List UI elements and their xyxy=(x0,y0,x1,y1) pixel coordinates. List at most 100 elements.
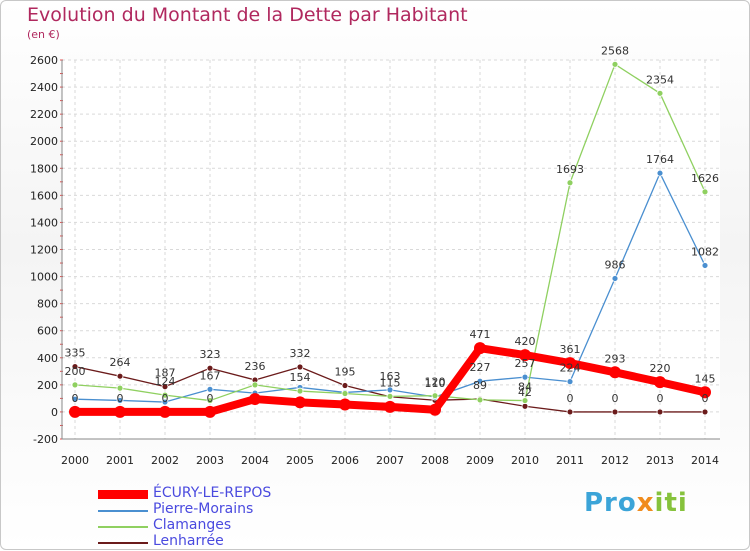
data-label-pierre-morains: 224 xyxy=(560,362,581,375)
data-point-clamanges xyxy=(341,390,349,397)
data-point-clamanges xyxy=(656,89,664,97)
data-point-pierre-morains xyxy=(566,378,574,386)
y-tick-label: 1600 xyxy=(30,189,58,202)
x-tick-label: 2010 xyxy=(511,454,539,467)
data-label-ecury-le-repos: 293 xyxy=(605,352,626,365)
data-label-pierre-morains: 257 xyxy=(515,357,536,370)
y-tick-label: 0 xyxy=(51,406,58,419)
x-tick-label: 2008 xyxy=(421,454,449,467)
data-label-pierre-morains: 1764 xyxy=(646,153,674,166)
data-label-ecury-le-repos: 145 xyxy=(695,372,716,385)
data-point-ecury-le-repos xyxy=(339,398,351,411)
data-label-lenharree: 236 xyxy=(245,360,266,373)
data-point-pierre-morains xyxy=(521,373,529,381)
x-tick-label: 2004 xyxy=(241,454,269,467)
y-tick-label: 2200 xyxy=(30,108,58,121)
y-tick-label: 1200 xyxy=(30,244,58,257)
data-label-ecury-le-repos: 0 xyxy=(207,392,214,405)
data-label-lenharree: 187 xyxy=(155,367,176,380)
data-label-pierre-morains: 167 xyxy=(200,369,221,382)
y-tick-label: 2600 xyxy=(30,54,58,67)
x-tick-label: 2003 xyxy=(196,454,224,467)
data-point-ecury-le-repos xyxy=(384,400,396,413)
y-tick-label: 200 xyxy=(37,379,58,392)
data-label-clamanges: 2354 xyxy=(646,73,674,86)
data-label-clamanges: 84 xyxy=(518,381,532,394)
data-point-ecury-le-repos xyxy=(69,405,81,418)
data-label-ecury-le-repos: 0 xyxy=(117,392,124,405)
data-label-ecury-le-repos: 0 xyxy=(162,392,169,405)
data-point-clamanges xyxy=(71,381,79,389)
x-tick-label: 2005 xyxy=(286,454,314,467)
data-label-lenharree: 335 xyxy=(65,347,86,360)
data-point-ecury-le-repos xyxy=(294,396,306,409)
data-point-lenharree xyxy=(116,372,124,380)
data-label-lenharree: 195 xyxy=(335,366,356,379)
data-label-clamanges: 115 xyxy=(380,376,401,389)
data-point-pierre-morains xyxy=(71,395,79,403)
data-label-lenharree: 264 xyxy=(110,356,131,369)
data-point-lenharree xyxy=(656,408,664,416)
data-label-clamanges: 2568 xyxy=(601,44,629,57)
x-tick-label: 2013 xyxy=(646,454,674,467)
y-tick-label: 1400 xyxy=(30,216,58,229)
legend-label-ecury: ÉCURY-LE-REPOS xyxy=(153,485,272,501)
data-label-clamanges: 124 xyxy=(155,375,176,388)
data-label-pierre-morains: 227 xyxy=(470,361,491,374)
y-tick-label: 1000 xyxy=(30,271,58,284)
data-point-ecury-le-repos xyxy=(429,403,441,416)
data-point-lenharree xyxy=(521,402,529,410)
data-label-pierre-morains: 1082 xyxy=(691,245,719,258)
legend-swatch-clamanges xyxy=(98,526,148,528)
data-point-ecury-le-repos xyxy=(564,357,576,370)
data-point-lenharree xyxy=(71,363,79,370)
data-point-pierre-morains xyxy=(206,385,214,393)
data-label-pierre-morains: 110 xyxy=(425,377,446,390)
data-label-lenharree: 323 xyxy=(200,348,221,361)
data-point-lenharree xyxy=(341,382,349,389)
data-point-ecury-le-repos xyxy=(159,405,171,418)
data-point-ecury-le-repos xyxy=(654,376,666,389)
data-label-clamanges: 1626 xyxy=(691,172,719,185)
data-point-ecury-le-repos xyxy=(609,366,621,379)
data-point-clamanges xyxy=(521,397,529,404)
data-point-clamanges xyxy=(566,179,574,187)
x-tick-label: 2000 xyxy=(61,454,89,467)
x-tick-label: 2014 xyxy=(691,454,719,467)
data-point-ecury-le-repos xyxy=(249,393,261,406)
data-point-clamanges xyxy=(251,381,259,389)
data-label-pierre-morains: 163 xyxy=(380,370,401,383)
data-label-ecury-le-repos: 220 xyxy=(650,362,671,375)
data-label-lenharree: 0 xyxy=(567,392,574,405)
x-tick-label: 2012 xyxy=(601,454,629,467)
data-label-ecury-le-repos: 361 xyxy=(560,343,581,356)
data-label-clamanges: 154 xyxy=(290,371,311,384)
data-point-clamanges xyxy=(476,396,484,404)
data-point-pierre-morains xyxy=(656,169,664,177)
data-point-lenharree xyxy=(206,364,214,372)
y-tick-label: 1800 xyxy=(30,162,58,175)
data-point-lenharree xyxy=(701,408,709,416)
y-tick-label: 800 xyxy=(37,298,58,311)
x-tick-label: 2001 xyxy=(106,454,134,467)
chart-subtitle: (en €) xyxy=(27,28,60,41)
legend-swatch-ecury xyxy=(98,490,148,499)
data-label-lenharree: 0 xyxy=(612,392,619,405)
data-point-pierre-morains xyxy=(116,397,124,404)
legend-swatch-pierre-morains xyxy=(98,510,148,512)
y-tick-label: -200 xyxy=(33,433,58,446)
y-tick-label: 2400 xyxy=(30,81,58,94)
data-point-ecury-le-repos xyxy=(474,342,486,355)
x-tick-label: 2009 xyxy=(466,454,494,467)
data-point-pierre-morains xyxy=(386,386,394,394)
data-point-clamanges xyxy=(296,387,304,395)
x-tick-label: 2007 xyxy=(376,454,404,467)
y-tick-label: 600 xyxy=(37,325,58,338)
data-label-lenharree: 42 xyxy=(518,386,532,399)
data-label-clamanges: 1693 xyxy=(556,163,584,176)
data-label-lenharree: 0 xyxy=(657,392,664,405)
data-point-clamanges xyxy=(161,391,169,399)
x-tick-label: 2011 xyxy=(556,454,584,467)
chart-title: Evolution du Montant de la Dette par Hab… xyxy=(27,4,468,26)
legend-swatch-lenharree xyxy=(98,542,148,544)
